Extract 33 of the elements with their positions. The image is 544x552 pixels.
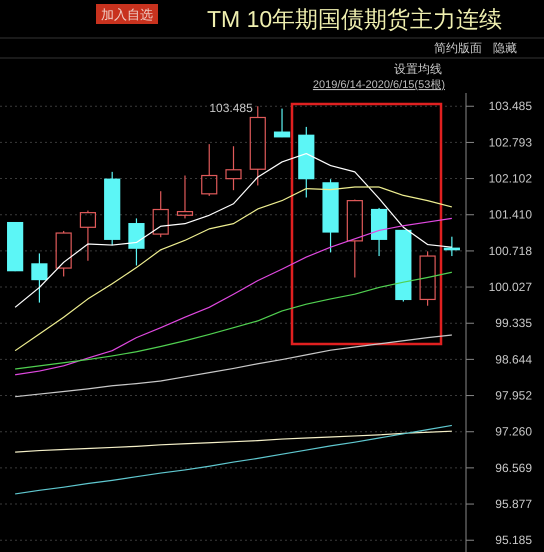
y-tick-label: 102.102: [488, 172, 532, 186]
text: 设置均线: [394, 62, 442, 76]
candlestick: [104, 171, 120, 246]
y-tick-label: 100.718: [488, 244, 532, 258]
text: 加入自选: [101, 7, 153, 22]
line-series: [14, 334, 452, 398]
annotation: 103.485: [209, 101, 254, 116]
y-tick-label: 103.485: [488, 99, 532, 114]
y-tick-label: 98.644: [495, 352, 532, 366]
line-series: [14, 272, 452, 370]
y-tick-label: 97.952: [495, 388, 532, 403]
line-series: [14, 424, 452, 495]
candlestick: [225, 146, 242, 191]
candlestick: [201, 144, 218, 197]
text: 2019/6/14-2020/6/15(53根): [312, 79, 445, 91]
candlestick: [31, 252, 48, 304]
text: 隐藏: [493, 41, 517, 55]
line-series: [14, 430, 452, 453]
line-series: [14, 218, 452, 376]
line-series: [14, 186, 452, 352]
y-tick-label: 97.260: [495, 424, 532, 439]
y-tick-label: 95.185: [495, 533, 532, 548]
y-tick-label: 95.877: [495, 497, 532, 512]
chart-title: TM 10年期国债期货主力连续: [207, 6, 502, 32]
y-tick-label: 96.569: [495, 460, 532, 475]
text: 简约版面: [434, 41, 482, 55]
y-tick-label: 100.027: [488, 280, 532, 294]
y-tick-label: 101.410: [488, 208, 532, 222]
candlestick: [56, 230, 72, 278]
y-tick-label: 102.793: [488, 135, 532, 150]
y-tick-label: 99.335: [495, 316, 532, 330]
candlestick: [298, 126, 314, 198]
candlestick: [152, 190, 169, 238]
